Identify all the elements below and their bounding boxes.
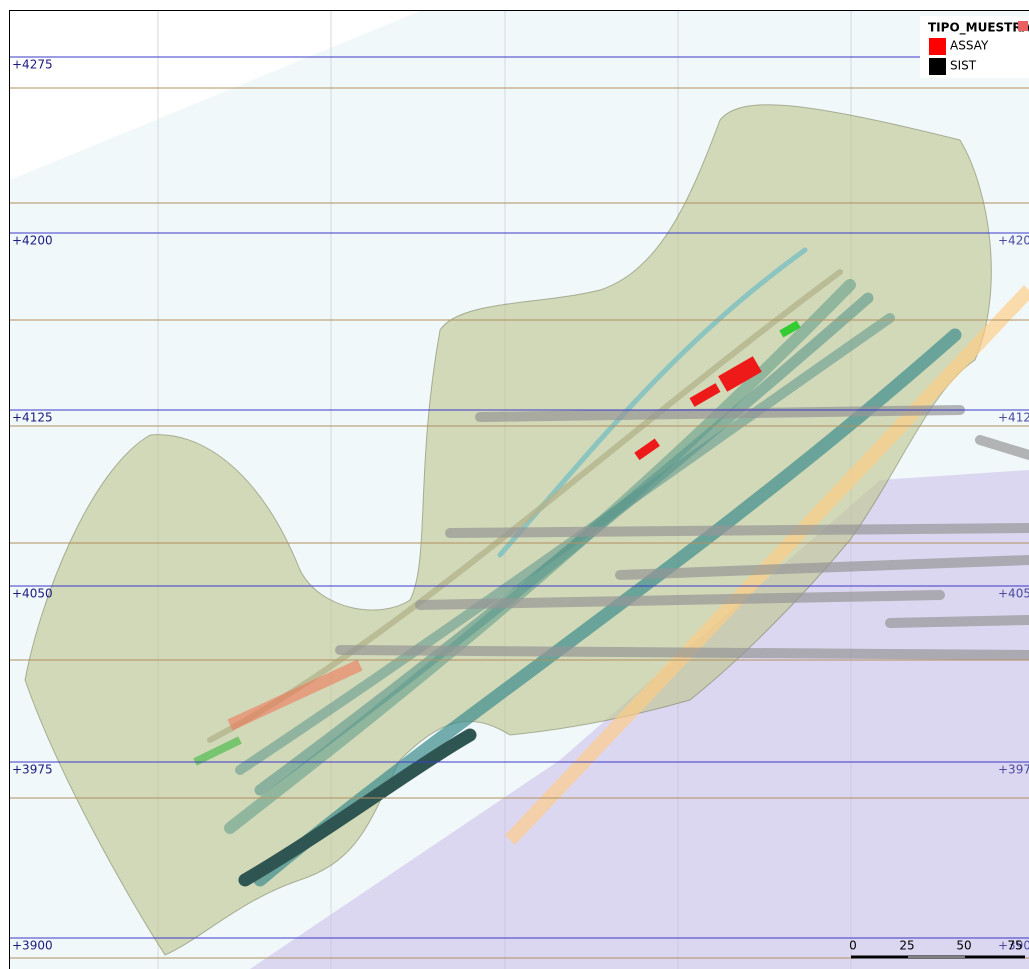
- scale-bar: 0 25 50 75: [849, 939, 1025, 959]
- level-label: +3900: [12, 939, 53, 953]
- green-sample: [779, 320, 801, 338]
- drill-tubes: [335, 405, 1029, 660]
- level-label: +4275: [12, 58, 53, 72]
- legend: TIPO_MUESTRA ASSAY SIST: [920, 16, 1029, 78]
- assay-samples: [634, 356, 762, 461]
- scale-label: 75: [1007, 939, 1022, 953]
- frame: [9, 10, 1029, 969]
- level-label-right: +4050: [998, 587, 1029, 601]
- orange-samples: [227, 659, 363, 731]
- scale-label: 0: [849, 939, 857, 953]
- legend-swatch: [929, 38, 946, 55]
- level-label: +4200: [12, 234, 53, 248]
- topo-surface: [10, 11, 420, 180]
- legend-label: SIST: [950, 59, 977, 73]
- level-label-right: +4200: [998, 234, 1029, 248]
- legend-label: ASSAY: [950, 39, 989, 53]
- legend-swatch: [929, 58, 946, 75]
- green-samples: [193, 736, 242, 766]
- level-label-right: +3975: [998, 763, 1029, 777]
- level-label: +3975: [12, 763, 53, 777]
- scale-label: 25: [899, 939, 914, 953]
- legend-title: TIPO_MUESTRA: [928, 21, 1029, 36]
- viewport: +4275+4275+4200+4200+4125+4125+4050+4050…: [10, 11, 1029, 969]
- elevation-levels: +4275+4275+4200+4200+4125+4125+4050+4050…: [10, 56, 1029, 953]
- level-label: +4050: [12, 587, 53, 601]
- level-label: +4125: [12, 411, 53, 425]
- close-icon[interactable]: [1018, 21, 1028, 31]
- level-label-right: +4125: [998, 411, 1029, 425]
- level-label-right: +3900: [998, 939, 1029, 953]
- scale-label: 50: [956, 939, 971, 953]
